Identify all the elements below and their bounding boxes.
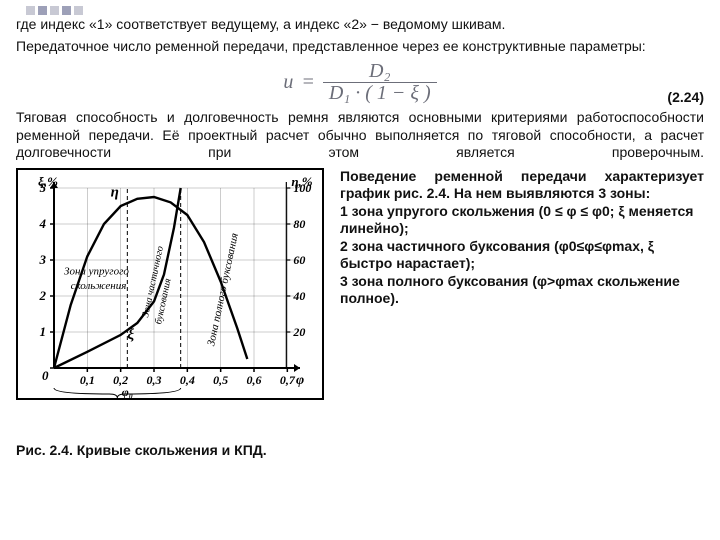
- svg-text:2: 2: [39, 288, 47, 303]
- svg-text:0: 0: [42, 368, 49, 383]
- figure-plot: 12345ξ,%020406080100η,%0,10,20,30,40,50,…: [16, 168, 324, 400]
- svg-text:Зона упругого: Зона упругого: [64, 265, 129, 277]
- content-row: 12345ξ,%020406080100η,%0,10,20,30,40,50,…: [16, 168, 704, 458]
- svg-text:ξ,%: ξ,%: [38, 174, 58, 189]
- slide-decoration: [26, 6, 83, 15]
- svg-text:0,1: 0,1: [80, 373, 95, 387]
- svg-text:0,7: 0,7: [280, 373, 296, 387]
- svg-text:φ₀: φ₀: [122, 385, 133, 398]
- formula: u = D₂ D₁ · ( 1 − ξ ): [283, 61, 436, 104]
- formula-eq: =: [301, 71, 315, 94]
- formula-lhs: u: [283, 71, 293, 94]
- paragraph-criteria-text: Тяговая способность и долговечность ремн…: [16, 109, 704, 160]
- svg-text:0,6: 0,6: [247, 373, 262, 387]
- svg-text:0,5: 0,5: [213, 373, 228, 387]
- svg-text:20: 20: [292, 325, 305, 339]
- svg-text:0,4: 0,4: [180, 373, 195, 387]
- svg-text:φ: φ: [296, 373, 304, 388]
- svg-text:4: 4: [39, 216, 47, 231]
- svg-text:40: 40: [292, 289, 305, 303]
- zones-lead: Поведение ременной передачи характеризуе…: [340, 168, 704, 203]
- chart-svg: 12345ξ,%020406080100η,%0,10,20,30,40,50,…: [18, 170, 322, 398]
- figure-column: 12345ξ,%020406080100η,%0,10,20,30,40,50,…: [16, 168, 326, 458]
- equation-number: (2.24): [667, 89, 704, 105]
- paragraph-criteria: Тяговая способность и долговечность ремн…: [16, 109, 704, 162]
- svg-text:3: 3: [39, 252, 47, 267]
- svg-text:Зона полного буксования: Зона полного буксования: [205, 231, 241, 346]
- svg-text:60: 60: [293, 253, 305, 267]
- svg-text:η,%: η,%: [291, 174, 312, 189]
- svg-text:скольжения: скольжения: [71, 279, 127, 291]
- formula-numerator: D₂: [363, 61, 396, 82]
- svg-text:1: 1: [40, 324, 47, 339]
- formula-fraction: D₂ D₁ · ( 1 − ξ ): [323, 61, 437, 104]
- figure-caption: Рис. 2.4. Кривые скольжения и КПД.: [16, 442, 326, 458]
- zones-description: Поведение ременной передачи характеризуе…: [340, 168, 704, 458]
- formula-row: u = D₂ D₁ · ( 1 − ξ ) (2.24): [16, 59, 704, 105]
- intro-line-2: Передаточное число ременной передачи, пр…: [16, 38, 704, 56]
- intro-line-1: где индекс «1» соответствует ведущему, а…: [16, 16, 704, 34]
- zone-2: 2 зона частичного буксования (φ0≤φ≤φmax,…: [340, 238, 704, 273]
- zone-3: 3 зона полного буксования (φ>φmax скольж…: [340, 273, 704, 308]
- formula-denominator: D₁ · ( 1 − ξ ): [323, 82, 437, 104]
- svg-text:η: η: [111, 184, 119, 200]
- zone-1: 1 зона упругого скольжения (0 ≤ φ ≤ φ0; …: [340, 203, 704, 238]
- svg-text:ξ: ξ: [127, 326, 134, 342]
- svg-text:0,3: 0,3: [147, 373, 162, 387]
- svg-text:80: 80: [293, 217, 305, 231]
